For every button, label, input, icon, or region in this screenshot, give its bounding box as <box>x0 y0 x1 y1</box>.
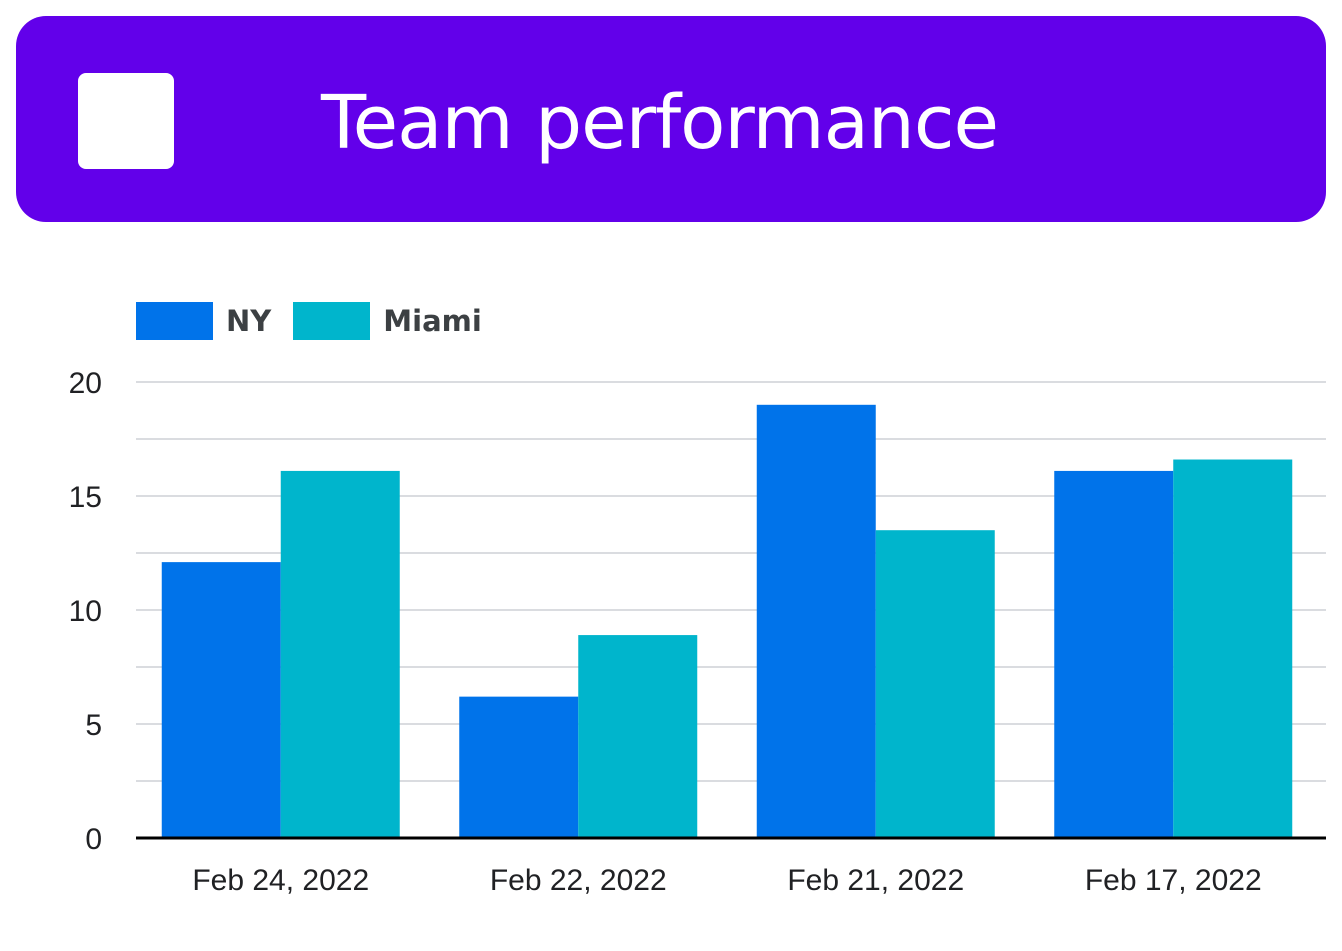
x-tick-label: Feb 24, 2022 <box>192 864 369 897</box>
header-banner: Team performance <box>16 16 1326 222</box>
bar-ny-0[interactable] <box>161 562 281 838</box>
bar-ny-2[interactable] <box>756 404 876 838</box>
legend-swatch-ny <box>136 302 213 340</box>
y-tick-label: 0 <box>85 823 102 856</box>
chart-legend: NY Miami <box>136 302 504 340</box>
x-tick-label: Feb 22, 2022 <box>490 864 667 897</box>
bar-miami-3[interactable] <box>1173 459 1293 838</box>
page-title: Team performance <box>321 80 999 166</box>
legend-item-miami[interactable]: Miami <box>293 302 482 340</box>
y-tick-label: 15 <box>69 481 102 514</box>
logo-placeholder-icon <box>78 73 174 169</box>
bar-ny-3[interactable] <box>1054 470 1174 838</box>
bar-miami-2[interactable] <box>875 530 995 838</box>
legend-label-miami: Miami <box>383 304 482 338</box>
x-tick-label: Feb 21, 2022 <box>787 864 964 897</box>
y-tick-label: 20 <box>69 367 102 400</box>
legend-swatch-miami <box>293 302 371 340</box>
bar-ny-1[interactable] <box>459 696 579 838</box>
y-tick-label: 5 <box>85 709 102 742</box>
bar-miami-0[interactable] <box>280 470 400 838</box>
x-tick-label: Feb 17, 2022 <box>1085 864 1262 897</box>
legend-label-ny: NY <box>226 304 272 338</box>
bar-miami-1[interactable] <box>578 635 698 838</box>
y-tick-label: 10 <box>69 595 102 628</box>
legend-item-ny[interactable]: NY <box>136 302 271 340</box>
